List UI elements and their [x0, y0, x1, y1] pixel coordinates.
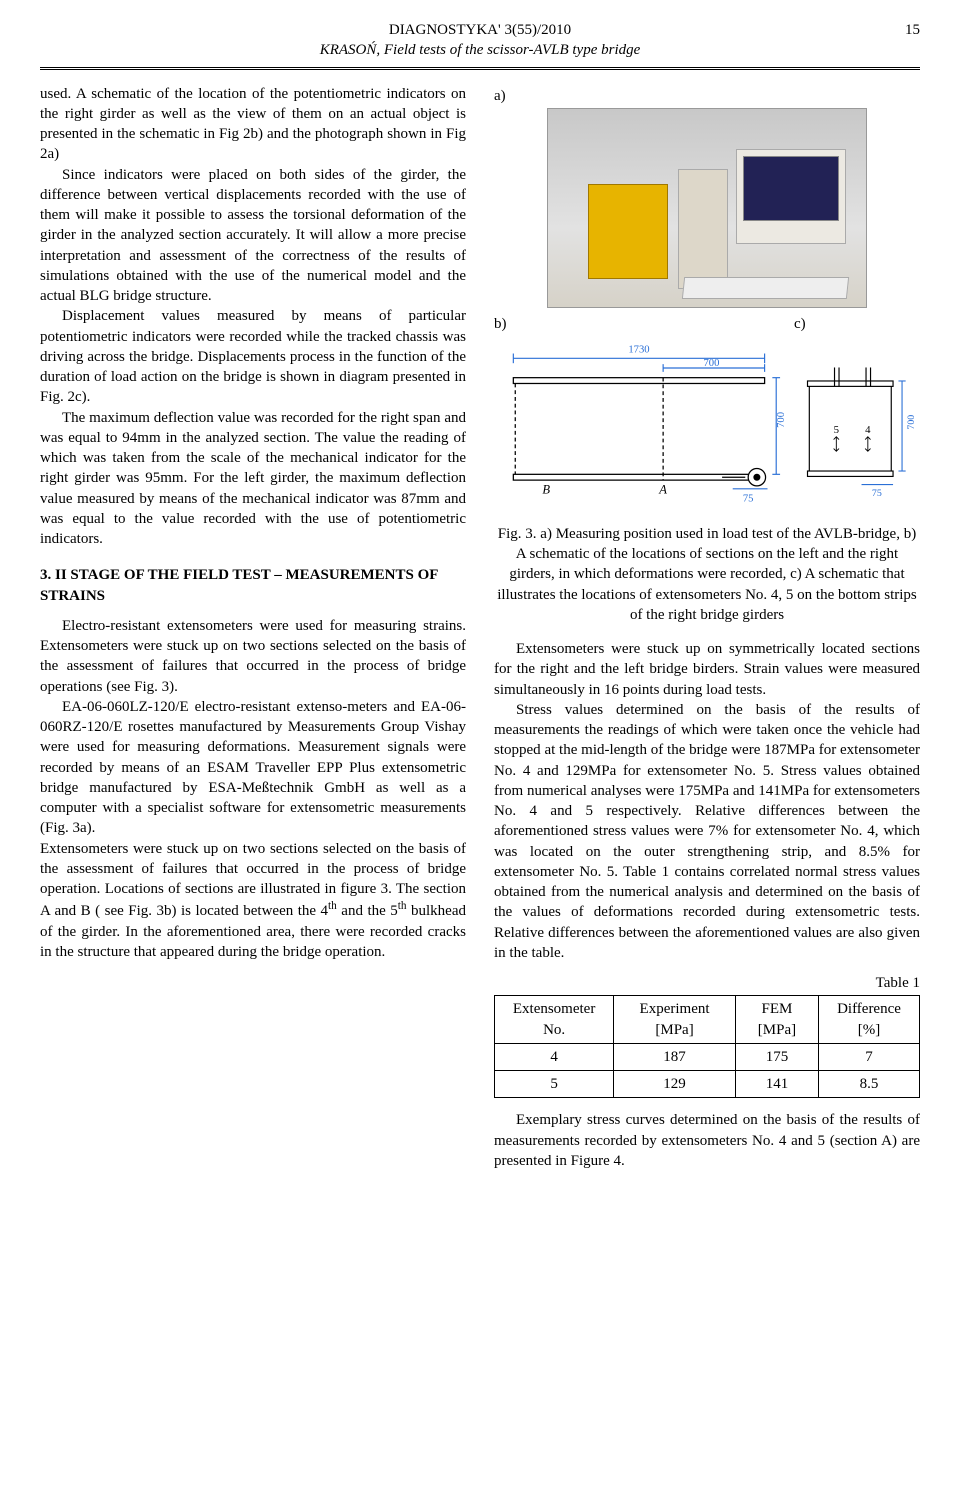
photo-pc-tower	[678, 169, 728, 289]
para-right-3: Exemplary stress curves determined on th…	[494, 1110, 920, 1171]
point-B: B	[542, 483, 550, 497]
table-header-row: Extensometer No. Experiment [MPa] FEM [M…	[495, 996, 920, 1044]
photo-keyboard	[682, 277, 849, 299]
header-rule	[40, 67, 920, 70]
table1: Extensometer No. Experiment [MPa] FEM [M…	[494, 995, 920, 1098]
table-row: 4 187 175 7	[495, 1043, 920, 1070]
page-number: 15	[905, 20, 920, 40]
fig3a-photo	[547, 108, 867, 308]
fig3-label-c: c)	[794, 314, 920, 334]
left-column: used. A schematic of the location of the…	[40, 84, 466, 1172]
svg-text:700: 700	[776, 412, 784, 428]
figure-3: a) b) 1730	[494, 86, 920, 626]
table-row: 5 129 141 8.5	[495, 1071, 920, 1098]
para-right-2: Stress values determined on the basis of…	[494, 700, 920, 963]
svg-text:75: 75	[743, 493, 754, 504]
fig3-label-a: a)	[494, 86, 920, 106]
point-4: 4	[865, 424, 871, 436]
fig3b-schematic: b) 1730 700	[494, 314, 784, 514]
table1-title: Table 1	[494, 973, 920, 993]
fig3b-svg: 1730 700	[494, 336, 784, 516]
point-5: 5	[834, 424, 839, 436]
para-left-5: Electro-resistant extensometers were use…	[40, 616, 466, 697]
fig3-bc-row: b) 1730 700	[494, 314, 920, 514]
para-left-6: EA-06-060LZ-120/E electro-resistant exte…	[40, 697, 466, 839]
col-extno: Extensometer No.	[495, 996, 614, 1044]
svg-text:700: 700	[703, 358, 719, 369]
article-subtitle: KRASOŃ, Field tests of the scissor-AVLB …	[40, 40, 920, 60]
two-column-layout: used. A schematic of the location of the…	[40, 84, 920, 1172]
col-experiment: Experiment [MPa]	[614, 996, 736, 1044]
para-left-4: The maximum deflection value was recorde…	[40, 408, 466, 550]
col-fem: FEM [MPa]	[735, 996, 818, 1044]
page-header: DIAGNOSTYKA' 3(55)/2010 KRASOŃ, Field te…	[40, 20, 920, 65]
svg-text:75: 75	[872, 488, 882, 499]
svg-text:700: 700	[906, 415, 917, 430]
journal-line: DIAGNOSTYKA' 3(55)/2010	[40, 20, 920, 40]
para-right-1: Extensometers were stuck up on symmetric…	[494, 639, 920, 700]
fig3c-schematic: c) 5 4	[794, 314, 920, 514]
para-left-3: Displacement values measured by means of…	[40, 306, 466, 407]
para-left-7: Extensometers were stuck up on two secti…	[40, 839, 466, 963]
photo-monitor	[736, 149, 846, 244]
right-column: a) b) 1730	[494, 84, 920, 1172]
section-heading-3: 3. II STAGE OF THE FIELD TEST – MEASUREM…	[40, 565, 466, 606]
para-left-1: used. A schematic of the location of the…	[40, 84, 466, 165]
col-diff: Difference [%]	[819, 996, 920, 1044]
photo-yellow-box	[588, 184, 668, 279]
point-A: A	[658, 483, 667, 497]
fig3-caption: Fig. 3. a) Measuring position used in lo…	[494, 524, 920, 625]
para-left-2: Since indicators were placed on both sid…	[40, 165, 466, 307]
dim-1730: 1730	[628, 345, 649, 356]
fig3-label-b: b)	[494, 314, 784, 334]
fig3c-svg: 5 4	[794, 336, 920, 516]
